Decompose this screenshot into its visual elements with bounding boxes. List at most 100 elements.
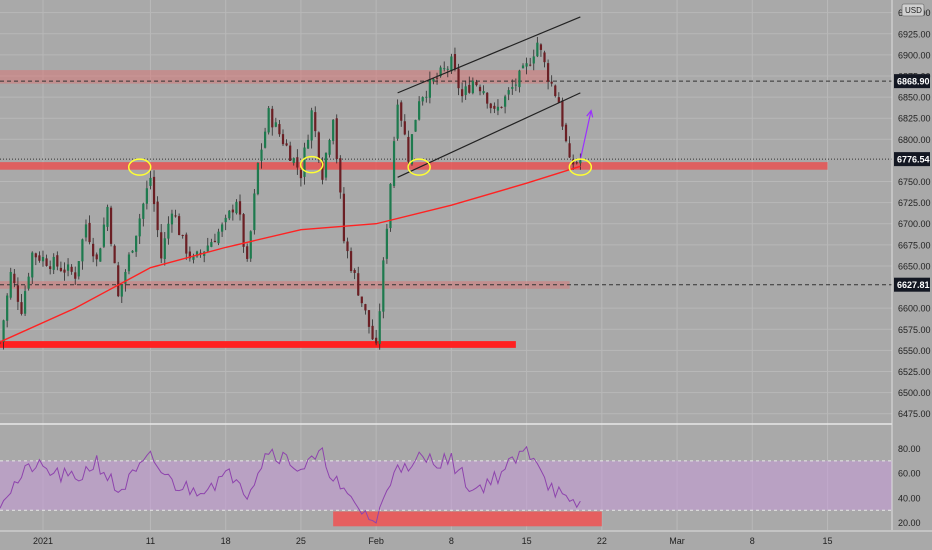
candle-down bbox=[271, 108, 274, 128]
candle-up bbox=[425, 96, 428, 98]
currency-badge[interactable] bbox=[901, 3, 925, 17]
time-tick-label: 15 bbox=[823, 536, 833, 546]
candle-down bbox=[49, 266, 52, 269]
candle-down bbox=[321, 161, 324, 180]
candle-down bbox=[238, 201, 242, 215]
time-tick-label: 8 bbox=[750, 536, 755, 546]
candle-down bbox=[564, 124, 568, 142]
candle-up bbox=[138, 218, 141, 237]
time-axis: 2021 11 18 25 Feb 8 15 22 Mar 8 15 bbox=[0, 530, 932, 546]
time-tick-label: 25 bbox=[296, 536, 306, 546]
candle-up bbox=[27, 276, 30, 289]
candle-down bbox=[59, 267, 63, 271]
candle-down bbox=[74, 272, 77, 279]
candle-down bbox=[367, 310, 371, 327]
time-tick-label: 8 bbox=[449, 536, 454, 546]
candle-down bbox=[109, 207, 113, 244]
price-tick-label: 6700.00 bbox=[898, 219, 931, 229]
rsi-line bbox=[0, 445, 581, 524]
candle-up bbox=[163, 238, 166, 259]
highlight-circle bbox=[568, 158, 593, 176]
candle-up bbox=[149, 177, 152, 186]
rsi-tick-label: 60.00 bbox=[898, 469, 921, 479]
candle-down bbox=[475, 81, 478, 86]
time-tick-label: 15 bbox=[522, 536, 532, 546]
candle-up bbox=[120, 284, 123, 297]
candle-down bbox=[185, 234, 188, 254]
candle-up bbox=[507, 90, 510, 95]
candle-down bbox=[493, 105, 496, 109]
price-tick-label: 6650.00 bbox=[898, 261, 931, 271]
candle-down bbox=[88, 222, 91, 243]
price-tag-label: 6627.81 bbox=[897, 280, 930, 290]
candle-down bbox=[360, 296, 363, 304]
candle-down bbox=[199, 252, 202, 254]
candle-up bbox=[310, 110, 313, 141]
candle-up bbox=[303, 147, 306, 177]
candle-up bbox=[9, 272, 12, 298]
candle-up bbox=[217, 231, 220, 244]
candle-down bbox=[550, 81, 553, 84]
candle-down bbox=[152, 176, 156, 205]
candle-down bbox=[435, 77, 439, 79]
candle-down bbox=[16, 285, 20, 302]
candle-down bbox=[543, 52, 546, 63]
candle-down bbox=[546, 63, 550, 82]
candle-up bbox=[306, 139, 310, 149]
candle-up bbox=[228, 210, 231, 219]
candle-down bbox=[174, 215, 177, 217]
candle-down bbox=[342, 193, 346, 242]
candle-down bbox=[478, 86, 482, 92]
candle-down bbox=[95, 254, 98, 260]
candle-down bbox=[314, 112, 317, 132]
candle-down bbox=[486, 92, 489, 104]
candle-down bbox=[353, 270, 356, 273]
price-tick-label: 6725.00 bbox=[898, 198, 931, 208]
highlight-circle bbox=[299, 155, 324, 174]
projection-arrow-head bbox=[586, 109, 594, 118]
candle-up bbox=[256, 162, 260, 195]
price-tick-label: 6550.00 bbox=[898, 346, 931, 356]
highlight-circle bbox=[407, 158, 431, 176]
candle-up bbox=[439, 67, 442, 77]
rsi-tick-label: 20.00 bbox=[898, 518, 921, 528]
candle-up bbox=[41, 257, 45, 262]
candle-down bbox=[34, 253, 37, 258]
candle-down bbox=[213, 240, 217, 243]
candle-down bbox=[489, 103, 492, 109]
candle-up bbox=[135, 235, 138, 252]
candle-up bbox=[131, 250, 134, 253]
candle-up bbox=[536, 42, 539, 57]
rsi-pane bbox=[0, 445, 892, 527]
candle-down bbox=[70, 266, 73, 272]
candle-up bbox=[2, 320, 5, 343]
candle-up bbox=[428, 79, 431, 98]
support-resistance-zone bbox=[0, 341, 516, 348]
candle-up bbox=[23, 291, 27, 314]
candle-up bbox=[99, 248, 102, 262]
price-tick-label: 6575.00 bbox=[898, 325, 931, 335]
time-tick-label: 11 bbox=[146, 536, 155, 546]
price-tick-label: 6900.00 bbox=[898, 50, 931, 60]
candle-up bbox=[579, 160, 582, 164]
candle-down bbox=[346, 241, 349, 252]
price-tick-label: 6600.00 bbox=[898, 304, 931, 314]
candle-up bbox=[496, 106, 500, 111]
candle-down bbox=[335, 118, 338, 160]
candle-down bbox=[339, 158, 342, 193]
candle-up bbox=[220, 224, 224, 232]
candle-down bbox=[403, 121, 406, 135]
candle-up bbox=[396, 104, 399, 139]
price-tag-box bbox=[894, 277, 930, 292]
candle-down bbox=[92, 243, 95, 257]
candle-down bbox=[349, 251, 353, 271]
candle-up bbox=[249, 231, 252, 259]
price-tag-label: 6776.54 bbox=[897, 155, 930, 165]
rsi-tick-label: 40.00 bbox=[898, 493, 921, 503]
price-tick-label: 6825.00 bbox=[898, 114, 931, 124]
currency-label[interactable]: USD bbox=[905, 6, 922, 15]
candles bbox=[0, 36, 582, 350]
rsi-tick-label: 80.00 bbox=[898, 444, 921, 454]
candle-up bbox=[450, 56, 453, 72]
